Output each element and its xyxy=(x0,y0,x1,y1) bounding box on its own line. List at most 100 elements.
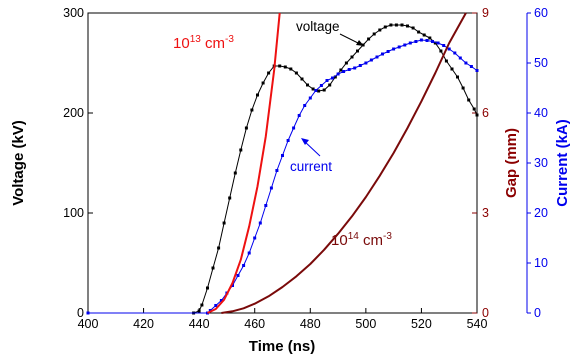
series-current-1-point xyxy=(314,89,318,92)
series-voltage-0-point xyxy=(422,33,426,37)
series-voltage-0-point xyxy=(433,41,437,45)
series-voltage-0-point xyxy=(383,25,387,29)
current-axis-title: Current (kA) xyxy=(554,119,571,207)
series-current-1-point xyxy=(414,40,418,43)
series-voltage-0-point xyxy=(217,246,221,250)
x-tick-label: 440 xyxy=(189,317,210,331)
series-voltage-0-point xyxy=(322,88,326,92)
series-voltage-0-point xyxy=(306,83,309,87)
series-voltage-0-point xyxy=(289,67,293,71)
x-tick-label: 460 xyxy=(244,317,265,331)
series-voltage-0-point xyxy=(256,93,259,97)
series-current-1-line xyxy=(88,39,478,314)
series-gap-3-line xyxy=(221,12,467,314)
series-current-1-point xyxy=(397,45,401,49)
series-current-1-point xyxy=(475,69,479,72)
series-voltage-0-point xyxy=(344,61,348,65)
series-voltage-0-point xyxy=(417,30,421,34)
current-tick-label: 30 xyxy=(534,156,548,170)
series-current-1-point xyxy=(331,76,334,80)
series-current-1-point xyxy=(442,44,446,47)
series-voltage-0-point xyxy=(267,71,271,75)
series-voltage-0-point xyxy=(444,59,448,63)
gap-axis-title: Gap (mm) xyxy=(503,128,520,198)
series-current-1-point xyxy=(308,96,312,100)
current-tick-label: 40 xyxy=(534,106,548,120)
series-current-1-point xyxy=(342,70,346,73)
x-tick-label: 540 xyxy=(467,317,488,331)
series-current-1-point xyxy=(386,50,390,53)
density-14-label: 1014 cm-3 xyxy=(331,231,392,249)
current-tick-label: 20 xyxy=(534,206,548,220)
series-current-1-point xyxy=(231,284,234,287)
series-voltage-0-point xyxy=(400,23,404,27)
series-voltage-0-point xyxy=(233,171,237,175)
series-current-1-point xyxy=(275,169,279,172)
series-current-1-point xyxy=(403,43,407,47)
series-voltage-0-line xyxy=(88,24,478,314)
series-voltage-0-point xyxy=(339,68,343,72)
series-current-1-point xyxy=(297,114,301,117)
series-current-1-point xyxy=(464,61,468,65)
series-current-1-point xyxy=(458,56,462,60)
series-current-1-point xyxy=(419,38,423,42)
series-voltage-0-point xyxy=(311,87,315,91)
series-voltage-0-point xyxy=(378,28,382,32)
current-arrowhead xyxy=(301,138,309,145)
series-voltage-0-point xyxy=(356,49,359,53)
series-current-1-point xyxy=(381,52,384,56)
series-current-1-point xyxy=(408,41,412,45)
voltage-tick-label: 300 xyxy=(63,6,84,20)
voltage-tick-label: 100 xyxy=(63,206,84,220)
current-annotation: current xyxy=(290,159,332,174)
x-tick-label: 520 xyxy=(411,317,432,331)
series-voltage-0-point xyxy=(450,67,454,71)
voltage-tick-label: 200 xyxy=(63,106,84,120)
series-current-1-point xyxy=(303,104,307,107)
series-voltage-0-point xyxy=(428,36,432,40)
series-current-1-point xyxy=(253,236,257,240)
x-tick-label: 480 xyxy=(300,317,321,331)
series-voltage-0-point xyxy=(197,309,201,313)
voltage-tick-label: 0 xyxy=(77,306,84,320)
gap-tick-label: 0 xyxy=(482,306,489,320)
series-gap-2-line xyxy=(207,12,281,314)
current-tick-label: 0 xyxy=(534,306,541,320)
series-voltage-0-point xyxy=(411,26,415,30)
series-current-1-point xyxy=(242,264,246,267)
x-tick-label: 400 xyxy=(78,317,99,331)
series-voltage-0-point xyxy=(200,303,204,307)
series-voltage-0-point xyxy=(350,55,354,59)
series-voltage-0-point xyxy=(467,98,471,102)
series-current-1-point xyxy=(353,66,357,70)
gap-tick-label: 3 xyxy=(482,206,489,220)
gap-axis-ticks: 0 3 6 9 xyxy=(472,6,489,320)
voltage-arrowhead xyxy=(356,40,364,46)
series-current-1-point xyxy=(358,64,362,67)
series-current-1-point xyxy=(436,41,440,45)
x-axis-title: Time (ns) xyxy=(249,338,315,355)
series-current-1-point xyxy=(214,304,218,307)
series-voltage-0-point xyxy=(222,221,226,225)
series-current-1-point xyxy=(364,61,368,65)
series-current-1-point xyxy=(375,55,379,59)
series-current-1-point xyxy=(236,274,240,277)
series-layer xyxy=(86,12,479,315)
series-voltage-0-point xyxy=(239,148,243,152)
series-current-1-point xyxy=(369,58,373,62)
series-current-1-point xyxy=(392,47,396,51)
series-voltage-0-point xyxy=(283,65,287,69)
series-voltage-0-point xyxy=(372,32,376,36)
series-current-1-point xyxy=(447,47,451,51)
series-voltage-0-point xyxy=(406,24,409,28)
series-voltage-0-point xyxy=(328,83,332,87)
gap-tick-label: 9 xyxy=(482,6,489,20)
current-tick-label: 60 xyxy=(534,6,548,20)
series-voltage-0-point xyxy=(261,81,265,85)
series-current-1-point xyxy=(336,72,340,76)
series-voltage-0-point xyxy=(475,113,479,117)
series-voltage-0-point xyxy=(294,71,298,75)
series-current-1-point xyxy=(286,139,290,142)
series-voltage-0-point xyxy=(456,75,459,79)
